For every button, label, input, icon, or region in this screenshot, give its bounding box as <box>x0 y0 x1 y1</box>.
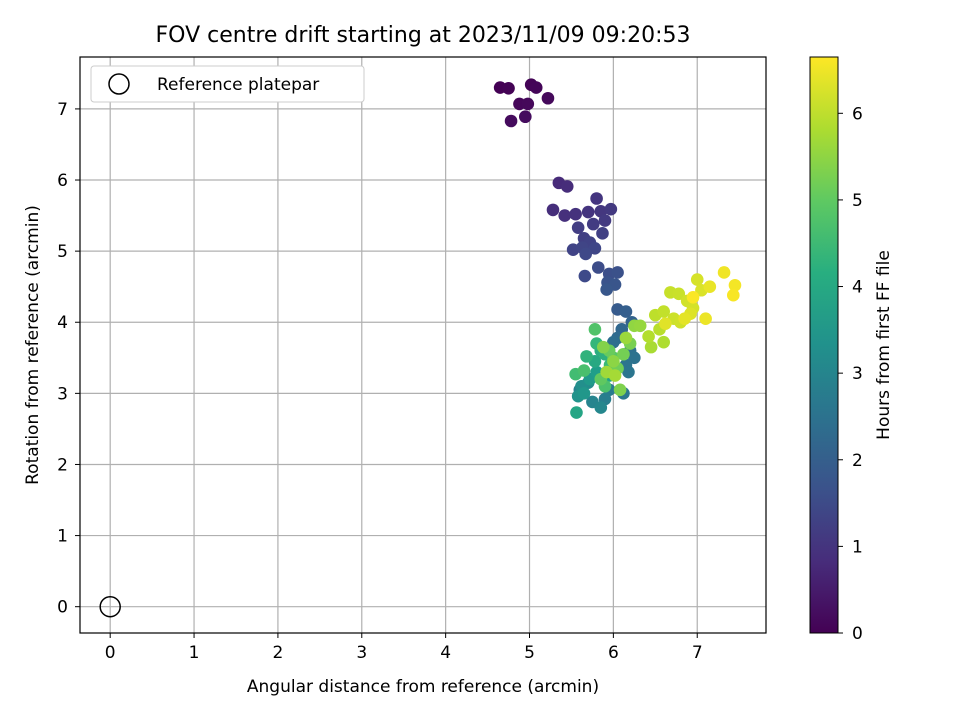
y-tick-label: 7 <box>57 100 68 120</box>
data-point <box>578 269 592 283</box>
data-point <box>521 97 535 111</box>
y-tick-label: 3 <box>57 384 68 404</box>
x-axis-ticks: 0 1 2 3 4 5 6 7 <box>105 633 703 663</box>
data-point <box>560 180 574 193</box>
data-point <box>657 335 670 349</box>
data-point <box>558 209 572 222</box>
y-tick-label: 4 <box>57 313 68 333</box>
data-point <box>519 110 532 124</box>
data-point <box>570 406 583 419</box>
data-point <box>598 214 612 227</box>
data-point <box>686 291 700 304</box>
x-tick-label: 3 <box>356 643 367 663</box>
data-point <box>617 347 630 361</box>
x-tick-label: 6 <box>608 643 619 663</box>
x-tick-label: 0 <box>105 643 116 663</box>
data-point <box>726 288 740 302</box>
data-point <box>690 273 704 286</box>
data-point <box>591 261 605 274</box>
y-tick-label: 0 <box>57 598 68 618</box>
y-axis-label: Rotation from reference (arcmin) <box>23 205 43 485</box>
data-point <box>588 241 602 255</box>
data-point <box>699 312 712 325</box>
colorbar-gradient <box>809 56 839 634</box>
x-tick-label: 7 <box>692 643 703 663</box>
colorbar-tick-label: 2 <box>852 451 863 471</box>
data-points <box>493 78 742 419</box>
y-tick-label: 6 <box>57 171 68 191</box>
y-tick-label: 5 <box>57 242 68 262</box>
y-tick-label: 2 <box>57 455 68 475</box>
data-point <box>607 355 620 368</box>
data-point <box>571 221 585 234</box>
data-point <box>569 207 582 221</box>
data-point <box>579 247 592 261</box>
data-point <box>529 81 543 94</box>
data-point <box>728 278 742 292</box>
data-point <box>504 114 518 128</box>
grid-lines <box>80 57 766 633</box>
data-point <box>678 312 691 325</box>
colorbar-tick-label: 3 <box>852 364 863 384</box>
data-point <box>581 205 595 219</box>
x-tick-label: 5 <box>524 643 535 663</box>
data-point <box>657 305 670 318</box>
data-point <box>642 330 655 343</box>
colorbar-label: Hours from first FF file <box>874 250 894 440</box>
colorbar: 0 1 2 3 4 5 6 Hours from first FF file <box>809 56 894 644</box>
colorbar-ticks: 0 1 2 3 4 5 6 <box>838 104 863 644</box>
data-point <box>590 192 603 205</box>
data-point <box>613 383 627 397</box>
data-point <box>622 365 635 379</box>
legend-marker-reference <box>108 73 130 95</box>
reference-point <box>99 595 121 618</box>
data-point <box>604 202 618 216</box>
legend-label-reference: Reference platepar <box>157 75 319 95</box>
data-point <box>703 280 717 293</box>
data-point <box>633 319 647 333</box>
data-point <box>644 340 658 354</box>
colorbar-tick-label: 6 <box>852 104 863 124</box>
data-point <box>600 283 613 296</box>
data-point <box>596 227 609 240</box>
data-point <box>577 387 591 400</box>
y-axis-ticks: 0 1 2 3 4 5 6 7 <box>57 100 80 618</box>
legend: Reference platepar <box>90 65 365 103</box>
data-point <box>628 351 641 365</box>
colorbar-tick-label: 1 <box>852 537 863 557</box>
data-point <box>577 364 591 377</box>
x-tick-label: 4 <box>440 643 451 663</box>
data-point <box>597 340 610 354</box>
colorbar-tick-label: 0 <box>852 624 863 644</box>
data-point <box>502 81 515 95</box>
data-point <box>611 266 624 279</box>
data-point <box>608 369 622 382</box>
x-axis-label: Angular distance from reference (arcmin) <box>247 677 599 697</box>
chart-title: FOV centre drift starting at 2023/11/09 … <box>156 23 691 48</box>
data-point <box>619 305 633 318</box>
x-tick-label: 2 <box>273 643 284 663</box>
legend-box <box>90 65 365 103</box>
y-tick-label: 1 <box>57 527 68 547</box>
data-point <box>659 317 672 330</box>
data-point <box>717 266 731 279</box>
data-point <box>672 287 686 301</box>
colorbar-tick-label: 5 <box>852 191 863 211</box>
plot-frame <box>79 56 767 634</box>
data-point <box>546 203 560 217</box>
data-point <box>586 217 600 231</box>
data-point <box>541 91 555 105</box>
reference-marker <box>99 595 121 618</box>
x-tick-label: 1 <box>189 643 200 663</box>
data-point <box>594 401 608 414</box>
data-point <box>580 350 593 363</box>
colorbar-tick-label: 4 <box>852 278 863 298</box>
data-point <box>619 331 633 345</box>
data-point <box>588 323 602 336</box>
